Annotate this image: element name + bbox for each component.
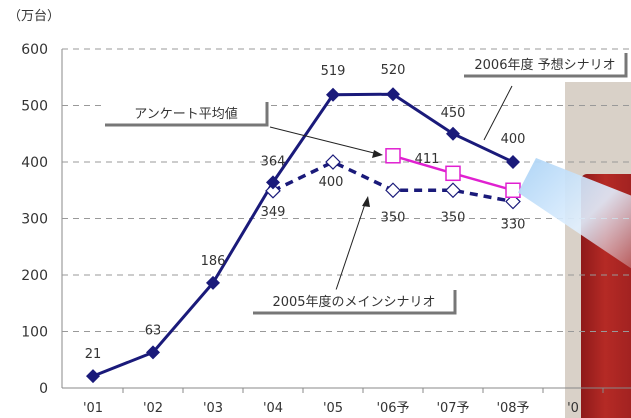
actual-point <box>386 87 400 102</box>
actual-point <box>86 369 100 384</box>
scenario2005-leader-arrowhead <box>362 196 370 207</box>
y-tick-label: 100 <box>21 325 48 341</box>
x-tick-label: '02 <box>143 401 163 416</box>
survey-leader-arrowhead <box>372 150 383 158</box>
callouts: アンケート平均値 2006年度 予想シナリオ 2005年度のメインシナリオ <box>104 52 628 315</box>
actual-data-label: 450 <box>441 106 466 121</box>
x-tick-label: '06予 <box>376 401 409 416</box>
x-tick-label: '05 <box>323 401 343 416</box>
actual-point <box>266 175 280 190</box>
actual-data-label: 364 <box>261 154 286 169</box>
scenario2006-callout-shadow <box>464 53 628 78</box>
scenario2005-leader-line <box>335 200 367 291</box>
survey-point <box>385 148 401 164</box>
actual-data-label: 520 <box>381 63 406 78</box>
scenario2006-callout-text: 2006年度 予想シナリオ <box>474 57 615 73</box>
x-tick-label: '03 <box>203 401 223 416</box>
main-scenario-point <box>445 182 461 199</box>
actual-data-label: 186 <box>201 254 226 269</box>
x-tick-label: '07予 <box>436 401 469 416</box>
x-axis-ticks: '01 '02 '03 '04 '05 '06予 '07予 '08予 '0 <box>83 401 579 416</box>
actual-point <box>326 87 340 102</box>
x-tick-label: '04 <box>263 401 283 416</box>
actual-data-label: 21 <box>85 347 102 362</box>
scenario2005-callout-shadow <box>253 290 457 315</box>
main-scenario-point <box>325 154 341 170</box>
actual-line <box>92 92 514 378</box>
y-tick-label: 300 <box>21 212 48 228</box>
actual-data-label: 519 <box>321 64 346 79</box>
x-tick-label: '0 <box>567 401 579 416</box>
y-tick-label: 0 <box>39 381 48 397</box>
main-scenario-data-label: 400 <box>319 175 344 190</box>
scenario2005-callout-text: 2005年度のメインシナリオ <box>272 294 435 310</box>
main-scenario-point <box>265 182 281 199</box>
y-tick-label: 200 <box>21 268 48 284</box>
survey-point <box>445 165 461 182</box>
x-tick-label: '01 <box>83 401 103 416</box>
series-group: 21 63 186 364 519 520 450 400 349 400 350 350 330 411 <box>85 63 526 384</box>
scenario2006-leader-line <box>483 85 513 141</box>
main-scenario-data-label: 349 <box>261 205 286 220</box>
actual-point <box>506 155 520 169</box>
main-scenario-data-label: 350 <box>381 210 406 225</box>
survey-callout-shadow <box>105 102 269 127</box>
y-tick-label: 600 <box>21 42 48 58</box>
survey-data-label: 411 <box>415 152 440 167</box>
grid <box>61 48 631 393</box>
y-tick-label: 400 <box>21 155 48 171</box>
actual-point <box>146 345 160 360</box>
actual-data-label: 63 <box>145 323 162 338</box>
main-scenario-data-label: 350 <box>441 210 466 225</box>
main-scenario-point <box>385 182 401 199</box>
y-tick-label: 500 <box>21 99 48 115</box>
actual-point <box>446 126 460 141</box>
main-scenario-data-label: 330 <box>501 218 526 233</box>
survey-point <box>505 182 521 198</box>
unit-label: （万台） <box>8 9 60 24</box>
survey-callout-text: アンケート平均値 <box>134 106 237 122</box>
actual-data-label: 400 <box>501 132 526 147</box>
x-tick-label: '08予 <box>496 401 529 416</box>
main-scenario-point <box>505 193 521 210</box>
survey-leader-line <box>269 126 379 155</box>
actual-point <box>206 275 220 290</box>
y-axis-ticks: 0 100 200 300 400 500 600 <box>21 42 48 397</box>
